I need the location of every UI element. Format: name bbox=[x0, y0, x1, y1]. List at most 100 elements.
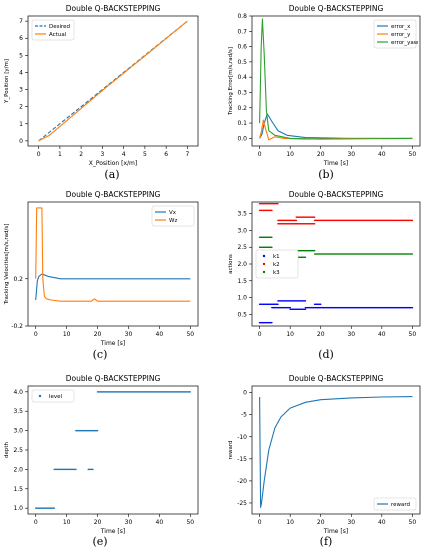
x-tick-label: 7 bbox=[185, 151, 189, 158]
plot-frame bbox=[27, 15, 199, 147]
legend-swatch bbox=[262, 262, 266, 266]
chart-panel-3: Double Q-BACKSTEPPING 0 10 20 30 40 50 0.5 1.0 1.… bbox=[228, 190, 421, 338]
x-tick-label: 10 bbox=[63, 331, 71, 338]
y-tick-label: 2.0 bbox=[13, 466, 23, 473]
x-tick-label: 30 bbox=[347, 519, 355, 526]
data-point-k3 bbox=[271, 246, 273, 248]
data-point-k2 bbox=[277, 202, 279, 205]
data-point-k1 bbox=[304, 308, 307, 310]
x-tick-label: 0 bbox=[258, 331, 262, 338]
plot-frame bbox=[251, 201, 421, 327]
plot-frame bbox=[27, 385, 199, 515]
x-axis-label: Time [s] bbox=[323, 160, 348, 167]
legend: k1 k2 k3 bbox=[255, 249, 299, 279]
data-group bbox=[34, 391, 192, 509]
data-point-k3 bbox=[411, 253, 414, 255]
data-point-level bbox=[75, 468, 77, 471]
x-tick-label: 40 bbox=[378, 151, 386, 158]
x-tick-label: 20 bbox=[317, 519, 325, 526]
legend-swatch bbox=[262, 254, 266, 258]
chart-panel-5: Double Q-BACKSTEPPING 0 10 20 30 40 50 0 -5 -10 -1… bbox=[228, 374, 421, 535]
y-tick-label: -5 bbox=[241, 412, 247, 419]
subfigure-label: (d) bbox=[318, 348, 334, 361]
y-tick-label: 0.7 bbox=[237, 28, 247, 35]
y-tick-label: 1.0 bbox=[13, 505, 23, 512]
data-point-k1 bbox=[304, 300, 307, 302]
legend: reward bbox=[373, 497, 417, 511]
legend-box bbox=[373, 497, 417, 511]
legend-label: k3 bbox=[273, 270, 280, 276]
x-tick-label: 10 bbox=[286, 331, 294, 338]
x-tick-label: 2 bbox=[79, 151, 83, 158]
legend: Desired Actual bbox=[31, 19, 75, 41]
legend-label: error_x bbox=[391, 24, 411, 30]
subfigure-label: (c) bbox=[93, 348, 108, 361]
data-point-k2 bbox=[313, 216, 316, 218]
x-tick-label: 20 bbox=[94, 519, 102, 526]
x-tick-label: 10 bbox=[63, 519, 71, 526]
legend-label: Actual bbox=[49, 32, 67, 38]
y-tick-label: 3.0 bbox=[13, 428, 23, 435]
data-point-k3 bbox=[304, 256, 307, 259]
legend-label: reward bbox=[391, 502, 410, 508]
chart-panel-1: Double Q-BACKSTEPPING 0 10 20 30 40 50 0.0 0.1 0.… bbox=[228, 4, 421, 167]
x-tick-label: 30 bbox=[125, 331, 133, 338]
x-tick-label: 20 bbox=[94, 331, 102, 338]
x-tick-label: 50 bbox=[409, 519, 417, 526]
legend: error_x error_y error_yaw bbox=[373, 19, 419, 49]
chart-title: Double Q-BACKSTEPPING bbox=[289, 374, 384, 383]
y-tick-label: 2.5 bbox=[13, 447, 23, 454]
legend-label: error_y bbox=[391, 32, 411, 38]
x-tick-label: 40 bbox=[378, 331, 386, 338]
data-point-k2 bbox=[271, 209, 273, 212]
x-tick-label: 4 bbox=[122, 151, 126, 158]
data-point-k1 bbox=[411, 306, 414, 309]
data-point-k3 bbox=[271, 236, 273, 238]
y-axis-label: depth bbox=[4, 441, 10, 458]
y-tick-label: 3.0 bbox=[237, 227, 247, 234]
data-point-k1 bbox=[277, 303, 279, 305]
y-tick-label: 0.6 bbox=[237, 44, 247, 51]
legend-swatch bbox=[38, 394, 42, 398]
x-tick-label: 5 bbox=[143, 151, 147, 158]
legend-box bbox=[255, 249, 299, 279]
y-tick-label: -25 bbox=[237, 500, 247, 507]
data-point-k2 bbox=[313, 223, 316, 225]
x-tick-label: 0 bbox=[37, 151, 41, 158]
x-axis-label: Time [s] bbox=[100, 340, 125, 347]
chart-title: Double Q-BACKSTEPPING bbox=[66, 374, 161, 383]
x-tick-label: 50 bbox=[409, 331, 417, 338]
y-tick-label: 7 bbox=[19, 18, 23, 25]
data-point-k1 bbox=[271, 321, 273, 324]
legend-swatch bbox=[262, 270, 266, 274]
y-tick-label: 0.5 bbox=[237, 311, 247, 318]
x-tick-label: 0 bbox=[258, 519, 262, 526]
x-tick-label: 20 bbox=[317, 331, 325, 338]
data-point-level bbox=[53, 507, 56, 509]
plot-frame bbox=[27, 201, 199, 327]
y-tick-label: 2.5 bbox=[237, 244, 247, 251]
subfigure-label: (f) bbox=[320, 535, 333, 548]
y-tick-label: 6 bbox=[19, 35, 23, 42]
x-tick-label: 30 bbox=[347, 151, 355, 158]
y-tick-label: 0 bbox=[243, 390, 247, 397]
legend-box bbox=[373, 19, 417, 49]
x-tick-label: 6 bbox=[164, 151, 168, 158]
x-tick-label: 1 bbox=[58, 151, 62, 158]
y-tick-label: 1.5 bbox=[237, 278, 247, 285]
chart-title: Double Q-BACKSTEPPING bbox=[289, 4, 384, 13]
y-tick-label: 0 bbox=[19, 138, 23, 145]
series-line-reward bbox=[259, 396, 413, 508]
y-tick-label: -15 bbox=[237, 456, 247, 463]
x-tick-label: 0 bbox=[34, 331, 38, 338]
y-tick-label: 4.0 bbox=[13, 389, 23, 396]
x-tick-label: 20 bbox=[317, 151, 325, 158]
y-tick-label: 0.2 bbox=[13, 276, 23, 283]
plot-frame bbox=[251, 385, 421, 515]
series-line-Vx bbox=[35, 273, 191, 301]
x-tick-label: 50 bbox=[186, 331, 194, 338]
y-axis-label: reward bbox=[228, 440, 234, 459]
y-tick-label: 5 bbox=[19, 52, 23, 59]
x-tick-label: 10 bbox=[286, 519, 294, 526]
